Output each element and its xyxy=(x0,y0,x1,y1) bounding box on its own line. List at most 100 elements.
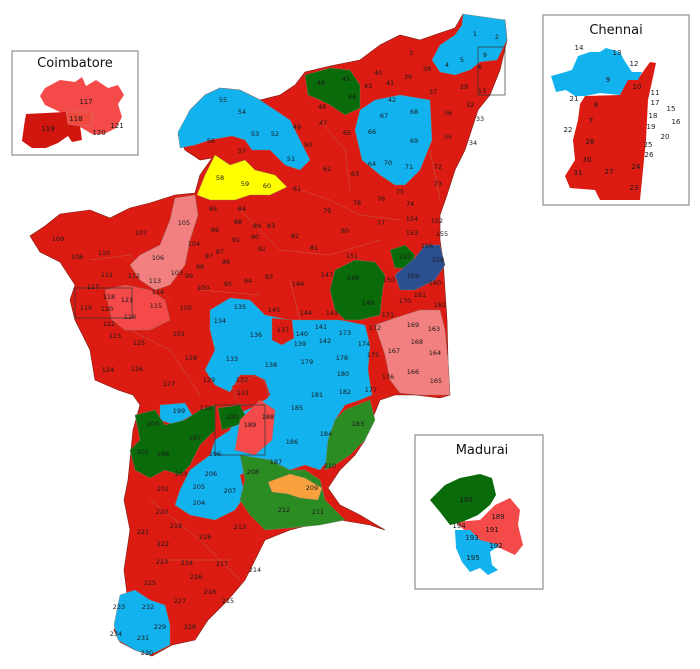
constituency-label-153: 153 xyxy=(406,229,418,237)
constituency-label-233: 233 xyxy=(113,603,125,611)
constituency-label-223: 223 xyxy=(156,558,168,566)
constituency-label-101: 101 xyxy=(173,330,185,338)
region-103-106-pink xyxy=(129,194,199,291)
district-border xyxy=(89,254,171,301)
constituency-label-147: 147 xyxy=(321,271,333,279)
region-44-46-green xyxy=(304,67,361,116)
constituency-label-182: 182 xyxy=(339,388,351,396)
coimbatore-constituency-label-118: 118 xyxy=(69,115,82,123)
constituency-label-110: 110 xyxy=(98,249,110,257)
chennai-constituency-label-10: 10 xyxy=(633,83,642,91)
constituency-label-47: 47 xyxy=(319,119,327,127)
region-coimbatore-118 xyxy=(65,111,93,127)
constituency-label-82: 82 xyxy=(291,232,299,240)
constituency-label-183: 183 xyxy=(352,420,364,428)
district-border xyxy=(289,279,301,321)
chennai-constituency-label-19: 19 xyxy=(647,123,656,131)
constituency-label-122: 122 xyxy=(103,320,115,328)
constituency-label-124: 124 xyxy=(102,366,114,374)
constituency-label-120: 120 xyxy=(101,305,113,313)
constituency-label-154: 154 xyxy=(406,215,418,223)
constituency-label-32: 32 xyxy=(466,101,474,109)
constituency-label-98: 98 xyxy=(196,263,204,271)
madurai-inset-title: Madurai xyxy=(456,443,509,458)
constituency-label-157: 157 xyxy=(399,253,411,261)
constituency-label-71: 71 xyxy=(405,163,413,171)
constituency-label-197: 197 xyxy=(189,434,201,442)
constituency-label-79: 79 xyxy=(323,207,331,215)
constituency-label-180: 180 xyxy=(337,370,349,378)
constituency-label-119: 119 xyxy=(80,304,92,312)
chennai-constituency-label-12: 12 xyxy=(630,60,639,68)
constituency-label-87: 87 xyxy=(216,248,224,256)
constituency-label-88: 88 xyxy=(234,218,242,226)
constituency-label-145: 145 xyxy=(268,306,280,314)
constituency-label-148: 148 xyxy=(347,274,359,282)
constituency-label-9: 9 xyxy=(483,51,487,59)
constituency-label-64: 64 xyxy=(368,160,376,168)
constituency-label-136: 136 xyxy=(250,331,262,339)
constituency-label-158: 158 xyxy=(432,256,444,264)
region-197-201-green xyxy=(129,404,216,479)
constituency-label-162: 162 xyxy=(434,301,446,309)
constituency-label-179: 179 xyxy=(301,358,313,366)
constituency-label-51: 51 xyxy=(287,155,295,163)
chennai-constituency-label-28: 28 xyxy=(586,138,595,146)
constituency-label-33: 33 xyxy=(476,115,484,123)
constituency-label-103: 103 xyxy=(171,269,183,277)
constituency-label-69: 69 xyxy=(410,137,418,145)
constituency-label-109: 109 xyxy=(52,235,64,243)
constituency-label-131: 131 xyxy=(237,389,249,397)
constituency-label-90: 90 xyxy=(251,233,259,241)
constituency-label-187: 187 xyxy=(270,458,282,466)
region-north-west-blue xyxy=(177,87,311,171)
constituency-label-92: 92 xyxy=(258,245,266,253)
madurai-zoom-box xyxy=(214,404,266,456)
constituency-label-214: 214 xyxy=(249,566,261,574)
chennai-constituency-label-27: 27 xyxy=(605,168,614,176)
constituency-label-234: 234 xyxy=(110,630,122,638)
constituency-label-190: 190 xyxy=(226,413,238,421)
chennai-constituency-label-30: 30 xyxy=(583,156,592,164)
constituency-label-1: 1 xyxy=(473,30,477,38)
constituency-label-112: 112 xyxy=(128,272,140,280)
constituency-label-129: 129 xyxy=(203,376,215,384)
constituency-label-178: 178 xyxy=(336,354,348,362)
constituency-label-60: 60 xyxy=(263,182,271,190)
constituency-label-186: 186 xyxy=(286,438,298,446)
constituency-label-62: 62 xyxy=(323,165,331,173)
constituency-label-107: 107 xyxy=(135,229,147,237)
constituency-label-138: 138 xyxy=(265,361,277,369)
coimbatore-constituency-label-121: 121 xyxy=(110,122,123,130)
constituency-label-65: 65 xyxy=(343,129,351,137)
constituency-label-208: 208 xyxy=(247,468,259,476)
constituency-label-126: 126 xyxy=(131,365,143,373)
constituency-label-140: 140 xyxy=(296,330,308,338)
constituency-label-73: 73 xyxy=(434,180,442,188)
madurai-constituency-label-190: 190 xyxy=(459,496,472,504)
constituency-label-220: 220 xyxy=(156,508,168,516)
constituency-label-170: 170 xyxy=(399,297,411,305)
region-chennai-blue xyxy=(551,48,642,96)
constituency-label-212: 212 xyxy=(278,506,290,514)
chennai-constituency-label-11: 11 xyxy=(651,89,660,97)
chennai-constituency-label-18: 18 xyxy=(649,112,658,120)
chennai-constituency-label-26: 26 xyxy=(645,151,654,159)
constituency-label-74: 74 xyxy=(406,200,414,208)
region-115-121-light-red xyxy=(104,284,171,331)
constituency-label-167: 167 xyxy=(388,347,400,355)
chennai-inset: Chennai 14 13 12 9 10 11 17 15 16 18 19 20 21 87 22 28 2… xyxy=(542,14,690,206)
constituency-label-228: 228 xyxy=(184,623,196,631)
constituency-label-96: 96 xyxy=(222,258,230,266)
constituency-label-216: 216 xyxy=(204,588,216,596)
constituency-label-115: 115 xyxy=(150,302,162,310)
chennai-zoom-box xyxy=(477,46,506,96)
constituency-label-215: 215 xyxy=(222,597,234,605)
coimbatore-constituency-label-117: 117 xyxy=(79,98,92,106)
region-148-150-green xyxy=(329,259,386,321)
constituency-label-146: 146 xyxy=(292,280,304,288)
madurai-constituency-label-194: 194 xyxy=(452,522,466,530)
constituency-label-36: 36 xyxy=(444,109,452,117)
constituency-label-133: 133 xyxy=(226,355,238,363)
constituency-label-149: 149 xyxy=(362,299,374,307)
